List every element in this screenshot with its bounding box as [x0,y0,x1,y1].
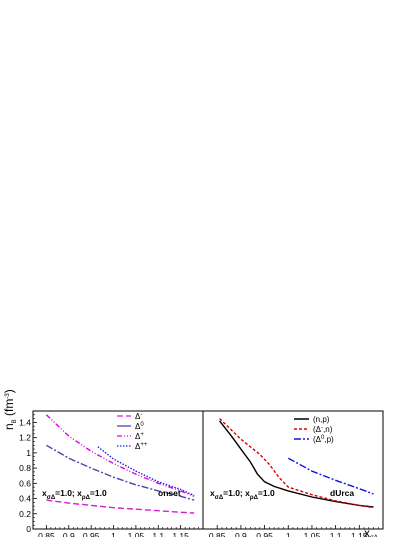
left-series-group [45,414,195,514]
left-legend: Δ- Δ0 Δ+ Δ++ [117,412,148,451]
right-x-axis: 0.85 0.9 0.95 1 1.05 1.1 1.15 [209,525,379,537]
left-annotation: xσΔ=1.0; xρΔ=1.0 [42,488,107,501]
left-annotation-tag: onset [158,488,181,498]
right-x-tick-label: 1.15 [351,531,368,537]
left-x-tick-label: 0.9 [63,531,75,537]
right-x-tick-label: 0.9 [235,531,247,537]
legend-label-n-p: (n,p) [313,415,330,424]
legend-label-delta-zero: Δ0 [135,422,144,431]
right-x-axis-label: xσΔ [364,526,378,537]
legend-label-delta-plusplus: Δ++ [135,442,148,451]
right-series-group [219,418,374,509]
right-x-tick-label: 1.05 [304,531,321,537]
legend-label-delta-minus: Δ- [135,412,142,421]
left-series-line-3 [97,446,195,497]
right-legend: (n,p) (Δ-,n) (Δ0,p) [294,415,334,444]
right-series-line-2 [287,457,374,495]
left-x-tick-label: 1.15 [172,531,189,537]
left-x-tick-label: 0.85 [38,531,55,537]
left-panel: 0.85 0.9 0.95 1 1.05 1.1 1.15 0 0.2 0.4 0.6 0.8 1 1.… [2,389,204,537]
legend-label-deltazero-p: (Δ0,p) [313,435,334,444]
right-annotation-tag: dUrca [330,488,354,498]
left-y-tick-label: 0.8 [19,463,31,473]
right-plot-frame [202,410,384,530]
left-x-tick-label: 1 [111,531,116,537]
right-series-line-1 [219,418,374,509]
left-x-tick-label: 0.95 [83,531,100,537]
left-series-line-2 [45,414,195,497]
left-y-tick-label: 0.6 [19,478,31,488]
right-x-tick-label: 1 [286,531,291,537]
left-y-axis: 0 0.2 0.4 0.6 0.8 1 1.2 1.4 [19,414,37,534]
right-annotation: xσΔ=1.0; xρΔ=1.0 [210,488,275,501]
left-y-tick-label: 1.4 [19,417,31,427]
left-series-line-1 [46,444,195,501]
left-y-tick-label: 0.4 [19,494,31,504]
right-x-tick-label: 0.95 [256,531,273,537]
left-y-tick-label: 0.2 [19,509,31,519]
right-panel: 0.85 0.9 0.95 1 1.05 1.1 1.15 xσΔ (n,p) (Δ-,n)… [202,410,384,537]
left-plot-frame [32,410,204,530]
left-x-tick-label: 1.05 [128,531,145,537]
legend-label-deltaminus-n: (Δ-,n) [313,425,333,434]
left-series-line-0 [46,499,195,514]
left-y-axis-label: nB (fm-3) [2,389,18,430]
right-x-tick-label: 0.85 [209,531,226,537]
left-y-tick-label: 1 [26,448,31,458]
legend-label-delta-plus: Δ+ [135,432,144,441]
right-x-tick-label: 1.1 [330,531,342,537]
left-y-tick-label: 0 [26,524,31,534]
left-x-axis: 0.85 0.9 0.95 1 1.05 1.1 1.15 [38,525,199,537]
left-y-tick-label: 1.2 [19,433,31,443]
left-x-tick-label: 1.1 [152,531,164,537]
